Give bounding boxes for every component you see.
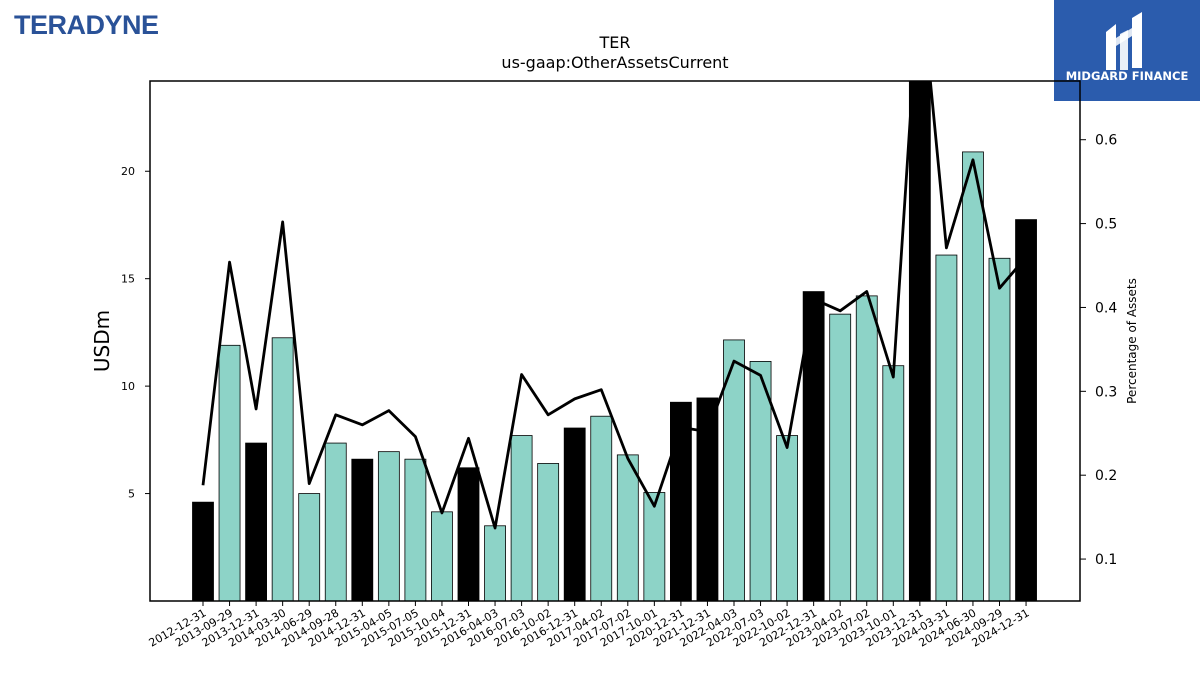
y-tick-label: 10 (121, 380, 135, 393)
y2-tick-label: 0.5 (1095, 217, 1117, 233)
bar-2024-06-30 (962, 151, 984, 601)
midgard-finance-wordmark: MIDGARD FINANCE (1065, 69, 1189, 83)
bar-2014-03-30 (271, 337, 294, 601)
bar-2024-12-31 (1015, 219, 1037, 601)
bar-2013-12-31 (245, 442, 268, 601)
midgard-glyph-icon (1106, 12, 1142, 70)
bar-2015-07-05 (404, 458, 427, 601)
bar-2024-03-31 (935, 254, 958, 601)
bar-2014-06-29 (298, 493, 321, 601)
bar-2022-12-31 (802, 291, 825, 601)
bar-2017-04-02 (590, 415, 613, 601)
bar-2022-04-03 (723, 339, 745, 601)
midgard-finance-logo: MIDGARD FINANCE (1054, 0, 1200, 101)
bar-2014-12-31 (351, 458, 374, 601)
line-group (201, 81, 1028, 530)
bar-2013-09-29 (218, 344, 241, 601)
y2-tick-label: 0.4 (1095, 300, 1117, 316)
y-axis-left: 5 10 15 20 (121, 165, 150, 501)
bar-2017-10-01 (643, 492, 666, 601)
y-axis-label: USDm (90, 310, 114, 372)
bar-2024-09-29 (988, 257, 1011, 601)
y-tick-label: 5 (128, 488, 135, 501)
y-axis-right: 0.1 0.2 0.3 0.4 0.5 0.6 (1080, 133, 1117, 568)
bar-2023-04-02 (829, 313, 852, 601)
percentage-line (201, 81, 1028, 530)
bar-2012-12-31 (192, 501, 214, 601)
bar-2016-07-03 (510, 435, 533, 601)
y2-axis-label: Percentage of Assets (1125, 278, 1139, 404)
bar-2023-10-01 (882, 365, 905, 601)
bar-2015-10-04 (431, 511, 453, 601)
y2-tick-label: 0.2 (1095, 468, 1117, 484)
bar-2017-07-02 (616, 454, 639, 601)
bar-2014-09-28 (324, 442, 347, 601)
bar-2021-12-31 (696, 397, 719, 601)
plot-frame (149, 80, 1081, 602)
y-tick-label: 15 (121, 273, 135, 286)
bar-2023-12-31 (908, 81, 931, 601)
bar-2015-04-05 (377, 451, 400, 601)
bar-2022-10-02 (776, 435, 798, 601)
bar-2023-07-02 (855, 295, 878, 601)
y2-tick-label: 0.3 (1095, 384, 1117, 400)
chart-title: TER (599, 33, 631, 52)
y2-tick-label: 0.6 (1095, 133, 1117, 149)
bar-2016-04-03 (484, 525, 506, 601)
bar-2016-10-02 (537, 463, 560, 601)
bar-2022-07-03 (749, 361, 772, 601)
y-tick-label: 20 (121, 165, 135, 178)
bar-2020-12-31 (670, 401, 692, 601)
chart-subtitle: us-gaap:OtherAssetsCurrent (501, 53, 728, 72)
y2-tick-label: 0.1 (1095, 552, 1117, 568)
x-axis: 2012-12-312013-09-292013-12-312014-03-30… (147, 601, 1032, 650)
bar-group (192, 81, 1037, 601)
teradyne-logo: TERADYNE (14, 10, 159, 40)
bar-2016-12-31 (563, 427, 586, 601)
bar-2015-12-31 (457, 467, 480, 601)
